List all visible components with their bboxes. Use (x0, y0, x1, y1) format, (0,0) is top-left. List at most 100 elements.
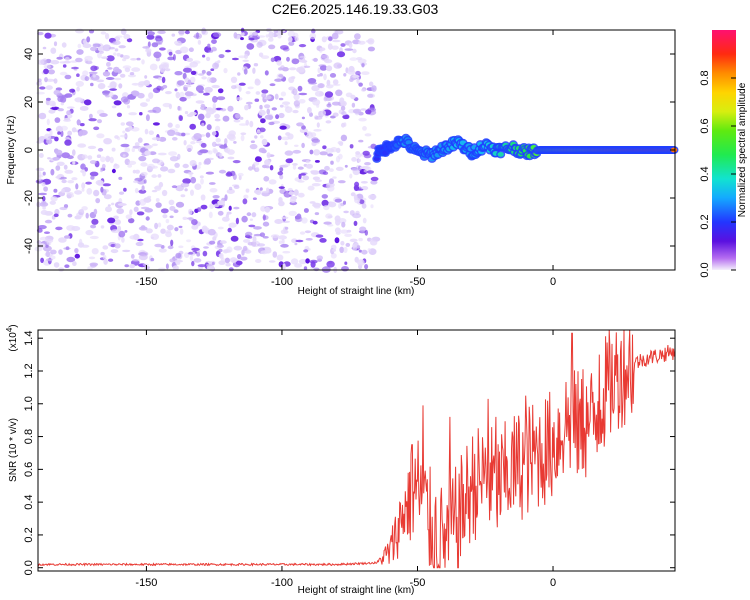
noise-dot (144, 265, 150, 270)
noise-dot (269, 83, 276, 87)
noise-dot (354, 33, 361, 40)
noise-dot (101, 163, 106, 169)
noise-dot (45, 238, 54, 243)
noise-dot (344, 233, 352, 237)
noise-dot (261, 138, 268, 146)
noise-dot (158, 181, 164, 188)
noise-dot (207, 228, 216, 236)
noise-dot (199, 175, 204, 179)
noise-dot (279, 174, 284, 180)
noise-dot (93, 208, 98, 215)
noise-dot (107, 204, 111, 207)
noise-dot (76, 119, 81, 126)
noise-dot (144, 128, 149, 135)
noise-dot (157, 174, 162, 178)
snr-multiplier-close: ) (8, 324, 19, 327)
noise-dot (53, 213, 59, 218)
noise-dot (265, 165, 270, 169)
noise-dot (248, 224, 256, 228)
noise-dot (165, 91, 172, 95)
noise-dot (328, 36, 333, 42)
noise-dot (48, 100, 56, 107)
colorbar-tick-label: 0.4 (699, 166, 711, 181)
noise-dot (50, 47, 57, 54)
noise-dot (199, 149, 209, 154)
noise-dot (66, 256, 76, 263)
noise-dot (335, 166, 344, 171)
noise-dot (324, 165, 330, 171)
noise-dot (189, 217, 193, 222)
noise-dot (174, 162, 180, 168)
noise-dot (81, 182, 86, 189)
noise-dot (50, 249, 57, 255)
noise-dot (89, 113, 93, 119)
noise-dot (260, 135, 264, 139)
noise-dot (179, 228, 184, 235)
noise-dot (157, 152, 167, 156)
noise-dot (75, 28, 84, 34)
noise-dot (323, 73, 327, 81)
noise-dot (300, 59, 308, 63)
noise-dot (279, 167, 284, 172)
noise-dot (331, 32, 339, 40)
noise-dot (147, 195, 152, 199)
noise-dot (334, 215, 341, 222)
noise-dot (237, 72, 241, 76)
noise-dot (284, 163, 291, 167)
noise-dot (287, 30, 295, 37)
noise-dot (79, 106, 89, 111)
noise-dot (227, 227, 232, 233)
noise-dot (75, 57, 83, 63)
noise-dot (278, 200, 285, 207)
noise-dot (196, 207, 202, 213)
noise-dot (208, 211, 213, 219)
noise-dot (233, 119, 241, 123)
noise-dot (200, 178, 204, 185)
noise-dot (323, 204, 330, 211)
noise-dot (289, 158, 293, 161)
noise-dot (220, 240, 227, 244)
noise-dot (103, 258, 108, 265)
noise-dot (111, 147, 116, 152)
noise-dot (243, 239, 251, 243)
noise-dot (169, 215, 174, 219)
noise-dot (275, 114, 280, 120)
noise-dot (370, 204, 374, 209)
noise-dot (252, 67, 256, 74)
noise-dot (181, 132, 186, 137)
noise-dot (276, 254, 284, 261)
noise-dot (359, 226, 367, 232)
noise-dot (341, 221, 346, 228)
x-tick-label: -150 (135, 276, 157, 288)
noise-dot (69, 88, 76, 93)
noise-dot (116, 52, 121, 57)
noise-dot (288, 41, 295, 46)
noise-dot (90, 82, 94, 87)
noise-dot (53, 188, 58, 193)
noise-dot (93, 189, 100, 197)
noise-dot (116, 112, 122, 118)
noise-dot (258, 147, 266, 153)
noise-dot (124, 230, 128, 233)
noise-dot (262, 214, 266, 221)
y-tick-label: 0.4 (23, 494, 35, 509)
noise-dot (189, 160, 197, 167)
noise-dot (195, 85, 204, 93)
colorbar-tick-label: 0.8 (699, 70, 711, 85)
noise-dot (212, 236, 217, 241)
noise-dot (40, 210, 48, 215)
noise-dot (105, 33, 110, 40)
noise-dot (334, 29, 344, 35)
noise-dot (157, 38, 161, 42)
spectrogram-panel: -150 -100 -50 0 -40 -20 0 20 40 Height of strai… (6, 27, 679, 297)
noise-dot (303, 208, 309, 213)
noise-dot (197, 264, 207, 268)
noise-dot (324, 91, 334, 98)
noise-dot (189, 76, 196, 84)
noise-dot (355, 152, 362, 158)
noise-dot (137, 238, 144, 242)
noise-dot (280, 45, 289, 50)
noise-dot (230, 76, 238, 84)
noise-dot (344, 48, 354, 51)
noise-dot (274, 93, 279, 100)
